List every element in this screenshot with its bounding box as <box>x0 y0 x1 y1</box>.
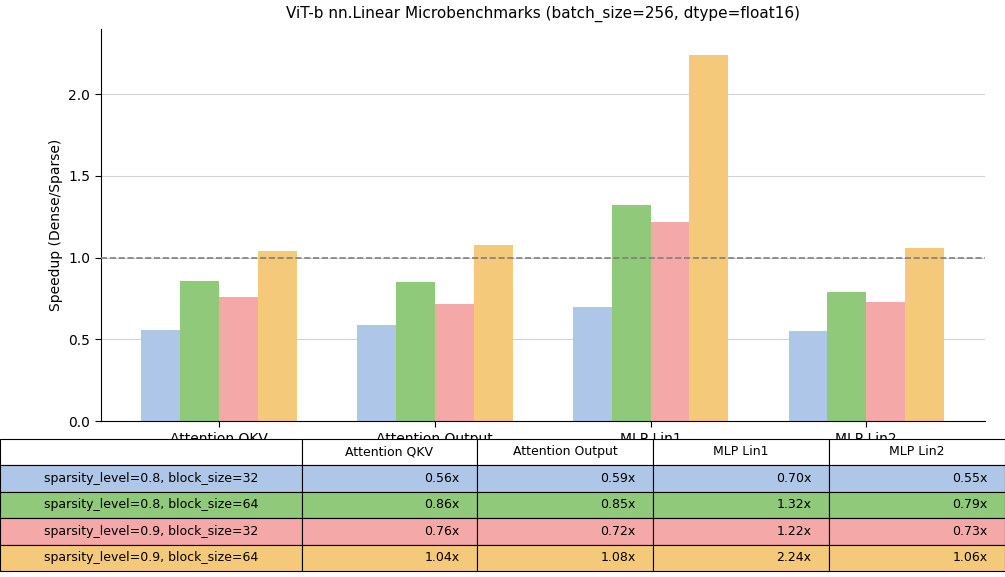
Y-axis label: Speedup (Dense/Sparse): Speedup (Dense/Sparse) <box>48 139 62 311</box>
Bar <box>906 248 944 421</box>
Bar <box>827 292 866 421</box>
Bar <box>435 304 473 421</box>
Title: ViT-b nn.Linear Microbenchmarks (batch_size=256, dtype=float16): ViT-b nn.Linear Microbenchmarks (batch_s… <box>285 6 800 22</box>
Bar <box>689 55 729 421</box>
Bar <box>180 280 219 421</box>
Bar <box>396 282 435 421</box>
Bar <box>612 205 650 421</box>
Bar <box>473 245 513 421</box>
Bar <box>357 325 396 421</box>
Bar <box>142 329 180 421</box>
Bar <box>789 331 827 421</box>
Bar <box>650 222 689 421</box>
Bar <box>866 302 906 421</box>
Bar <box>258 251 296 421</box>
Bar <box>573 307 612 421</box>
Bar <box>219 297 258 421</box>
